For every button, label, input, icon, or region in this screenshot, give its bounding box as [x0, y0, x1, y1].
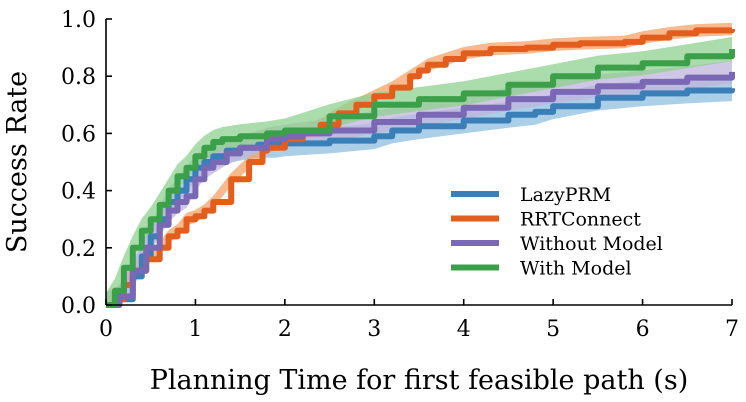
series-line-1: [106, 27, 735, 308]
x-tick-label: 0: [99, 317, 113, 342]
series-lines: [106, 27, 735, 308]
series-line-3: [106, 49, 735, 308]
y-tick-label: 0.4: [61, 180, 96, 205]
y-tick-label: 0.6: [61, 122, 96, 147]
legend-label-0: LazyPRM: [520, 184, 611, 206]
legend-label-1: RRTConnect: [520, 209, 641, 231]
x-axis-label: Planning Time for first feasible path (s…: [150, 365, 688, 396]
y-tick-label: 0.0: [61, 294, 96, 319]
x-axis-ticks: 0 1 2 3 4 5 6 7: [99, 299, 739, 342]
legend-label-3: With Model: [520, 258, 632, 280]
y-tick-label: 0.2: [61, 237, 96, 262]
x-tick-label: 3: [367, 317, 381, 342]
x-tick-label: 6: [636, 317, 650, 342]
series-line-2: [106, 71, 735, 308]
y-axis-ticks: 0.0 0.2 0.4 0.6 0.8 1.0: [61, 8, 112, 319]
x-tick-label: 1: [188, 317, 202, 342]
y-tick-label: 0.8: [61, 65, 96, 90]
x-tick-label: 5: [546, 317, 560, 342]
y-tick-label: 1.0: [61, 8, 96, 33]
x-tick-label: 2: [278, 317, 292, 342]
x-tick-label: 4: [457, 317, 471, 342]
x-tick-label: 7: [725, 317, 739, 342]
legend-label-2: Without Model: [520, 233, 663, 255]
y-axis-label: Success Rate: [2, 71, 33, 253]
